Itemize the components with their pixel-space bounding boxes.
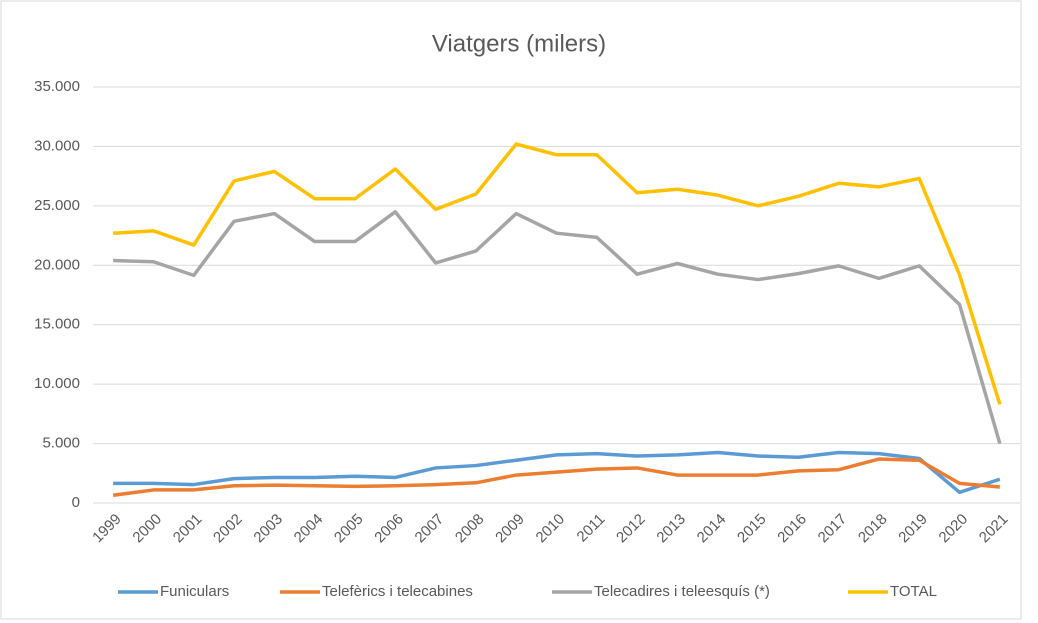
legend-label: TOTAL [890,583,937,600]
legend-label: Telecadires i teleesquís (*) [594,583,770,600]
series-line [113,210,1002,445]
y-tick-label: 10.000 [34,375,80,392]
chart-title: Viatgers (milers) [432,30,606,57]
legend-label: Funiculars [160,583,229,600]
series-line [112,457,1001,498]
y-tick-label: 0 [72,494,80,511]
series-line [113,142,1002,405]
y-tick-label: 20.000 [34,256,80,273]
legend-label: Telefèrics i telecabines [322,583,473,600]
chart-frame [0,0,1022,620]
y-tick-label: 25.000 [34,197,80,214]
y-tick-label: 35.000 [34,78,80,95]
y-tick-label: 5.000 [42,435,80,452]
series-line [113,450,1001,495]
y-tick-label: 30.000 [34,137,80,154]
y-tick-label: 15.000 [34,316,80,333]
